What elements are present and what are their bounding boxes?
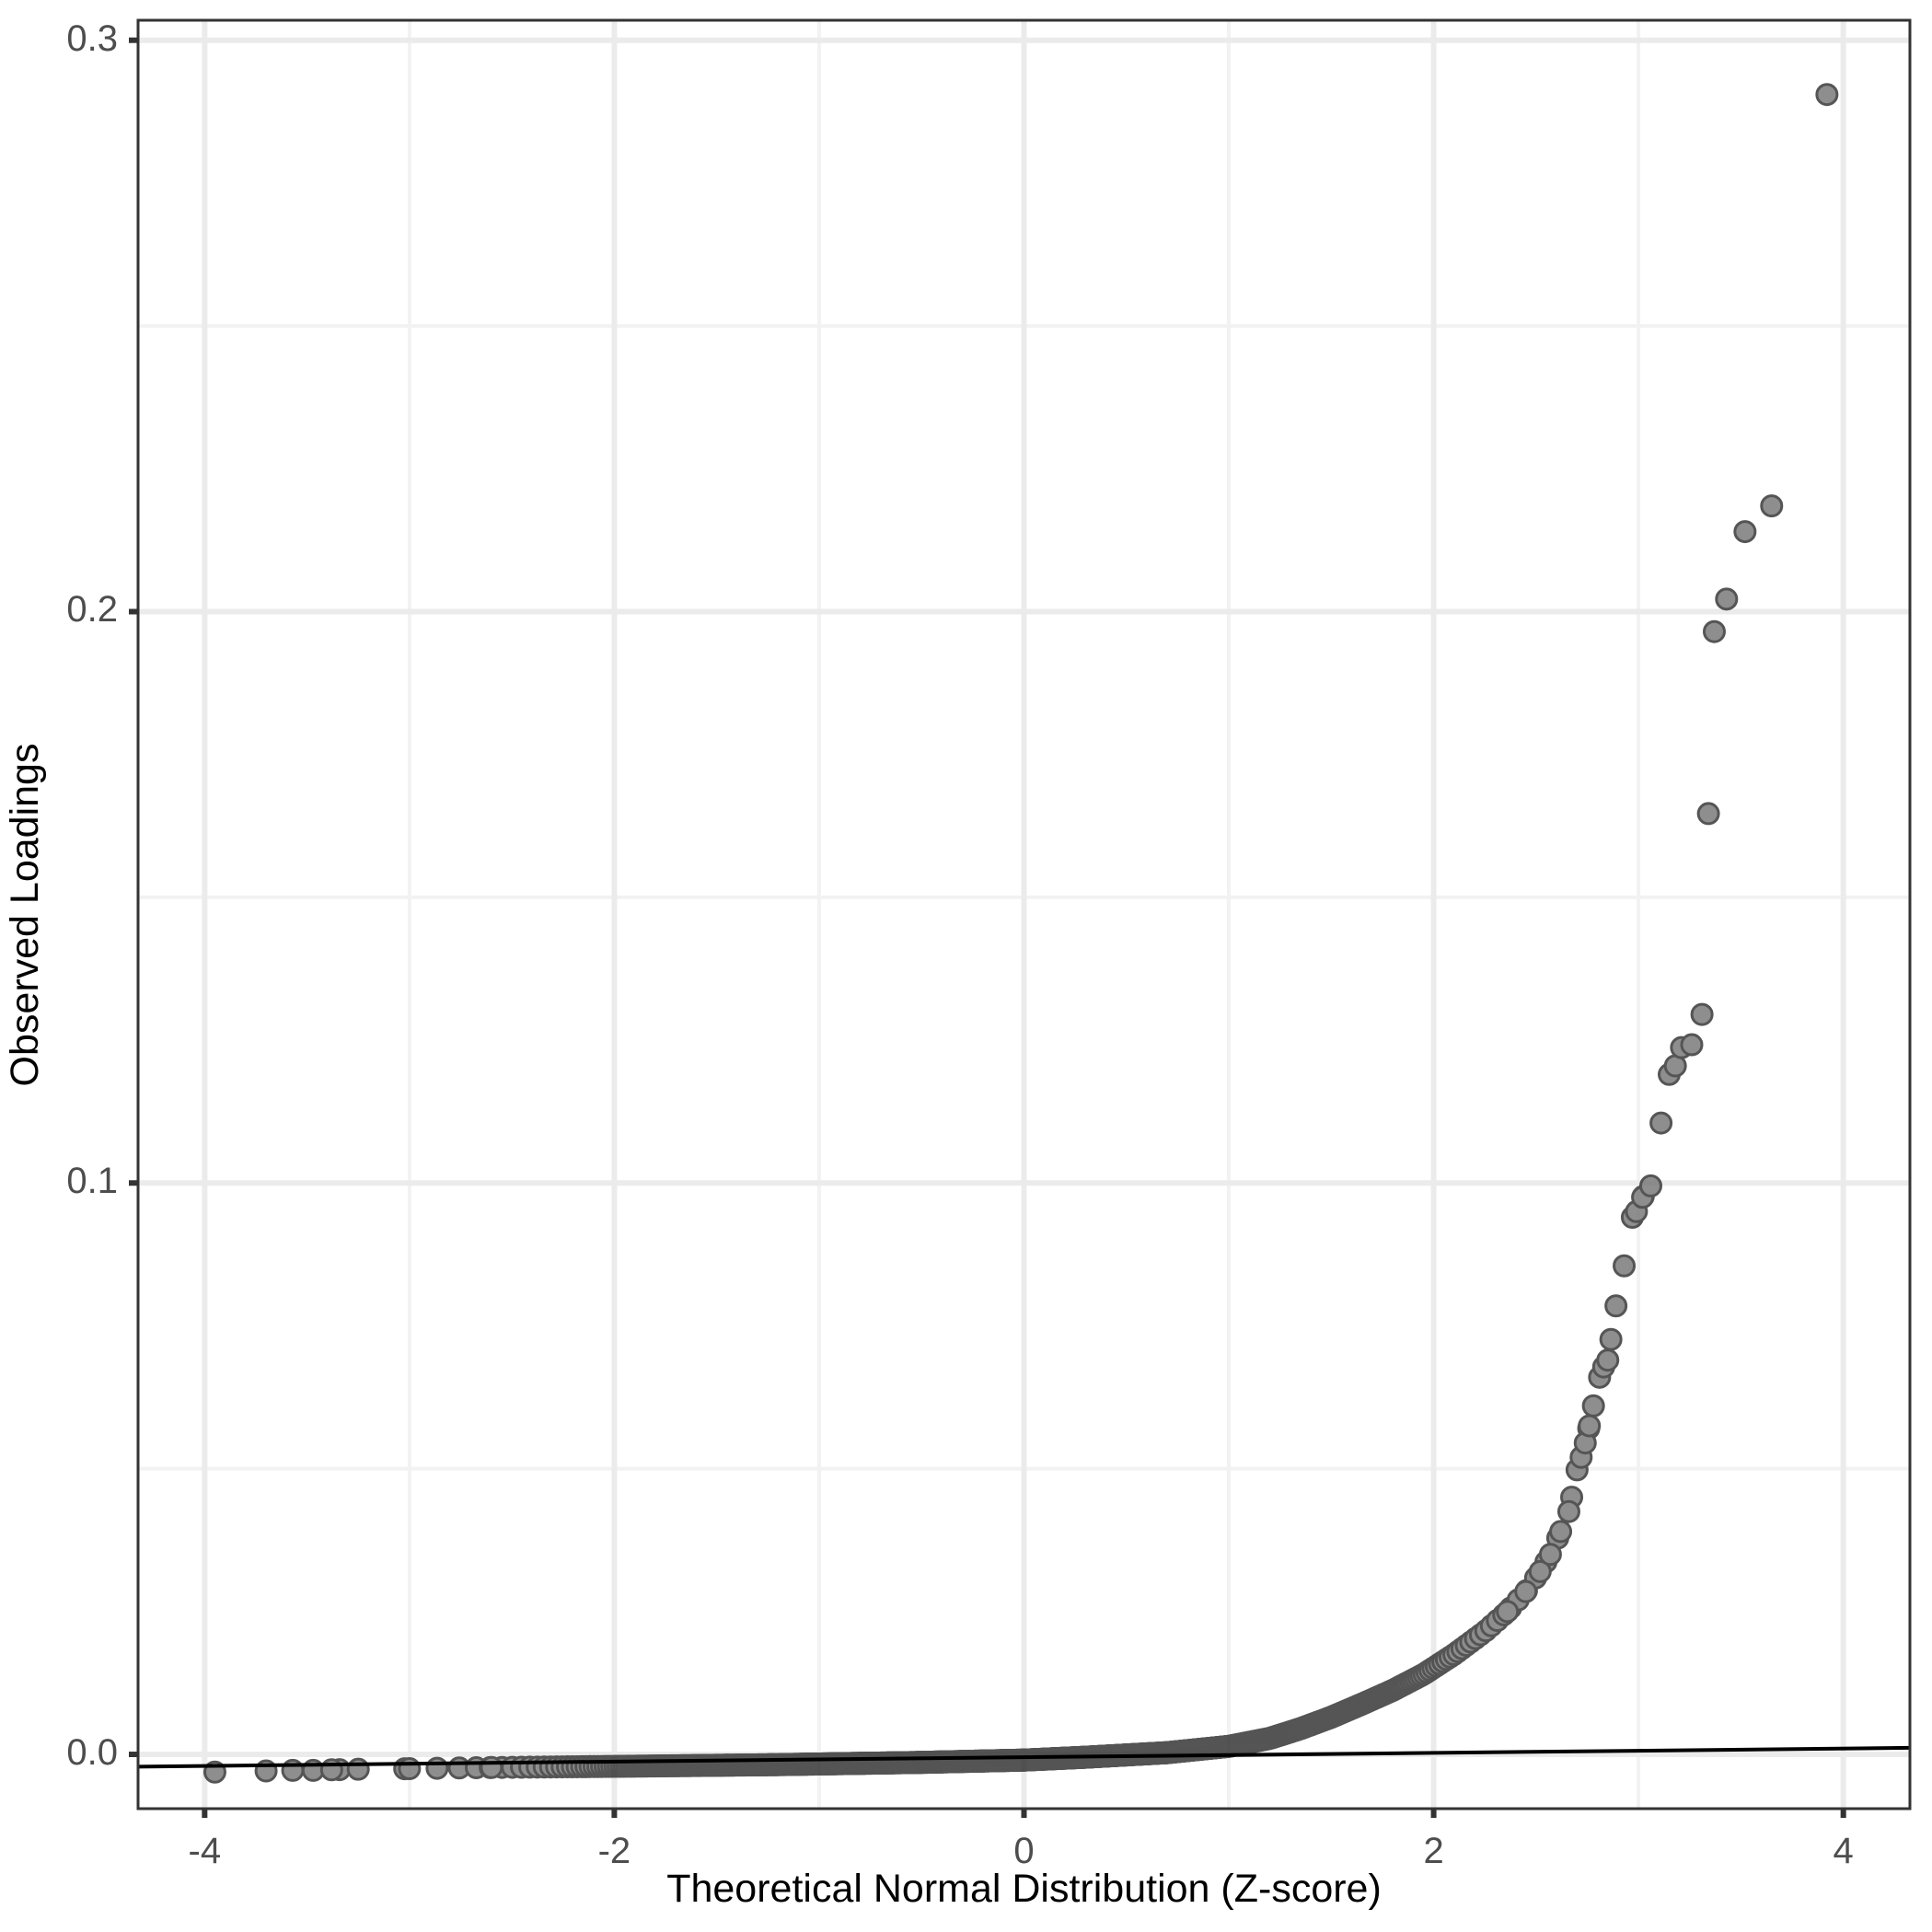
x-tick-label: 4 bbox=[1833, 1831, 1854, 1871]
x-tick-label: 0 bbox=[1013, 1831, 1035, 1871]
y-tick-label: 0.0 bbox=[66, 1732, 118, 1774]
y-tick-label: 0.1 bbox=[66, 1161, 118, 1202]
y-axis-title: Observed Loadings bbox=[3, 743, 47, 1086]
axis-tick-marks bbox=[129, 37, 1846, 1818]
reference-line bbox=[137, 1745, 1911, 1769]
x-axis-title: Theoretical Normal Distribution (Z-score… bbox=[666, 1867, 1382, 1911]
grid-major-lines bbox=[138, 20, 1910, 1809]
x-tick-label: 2 bbox=[1423, 1831, 1444, 1871]
x-tick-label: -2 bbox=[597, 1831, 631, 1871]
x-tick-label: -4 bbox=[188, 1831, 222, 1871]
panel-border bbox=[136, 18, 1912, 1811]
y-tick-label: 0.2 bbox=[66, 589, 118, 631]
y-tick-label: 0.3 bbox=[66, 17, 118, 59]
